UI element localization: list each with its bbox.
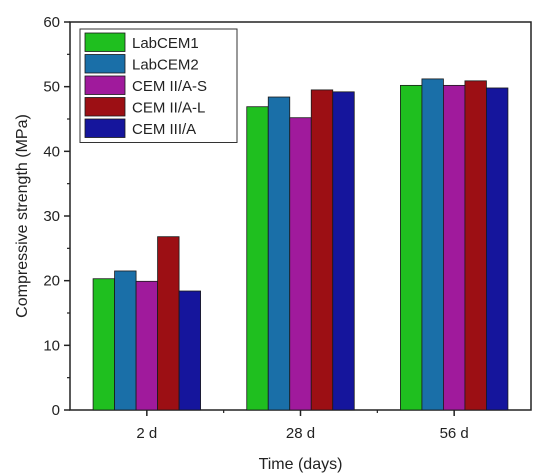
x-tick-label: 28 d xyxy=(286,425,315,442)
legend-label: CEM II/A-S xyxy=(132,78,207,95)
x-tick-label: 56 d xyxy=(440,425,469,442)
y-tick-label: 50 xyxy=(43,79,60,96)
y-axis-title: Compressive strength (MPa) xyxy=(14,114,31,318)
bars-group xyxy=(92,78,509,411)
legend: LabCEM1 LabCEM2 CEM II/A-S CEM II/A-L CEM II… xyxy=(79,28,238,143)
y-tick-label: 40 xyxy=(43,143,60,160)
bar-labcem2-0 xyxy=(114,270,137,411)
y-tick-label: 20 xyxy=(43,273,60,290)
legend-label: CEM II/A-L xyxy=(132,100,205,117)
bar-labcem1-1 xyxy=(246,106,269,411)
bar-cem-ii-a-s-0 xyxy=(135,280,158,411)
x-axis-title: Time (days) xyxy=(259,456,343,473)
bar-cem-ii-a-s-1 xyxy=(289,117,312,411)
y-tick-label: 0 xyxy=(52,402,60,419)
bar-cem-iii-a-2 xyxy=(486,87,509,411)
y-tick-label: 10 xyxy=(43,337,60,354)
axes-group: 0 10 20 30 40 50 60 2 d 28 d 56 d xyxy=(43,14,468,442)
bar-cem-iii-a-1 xyxy=(332,91,355,411)
bar-labcem2-2 xyxy=(421,78,444,411)
legend-swatch xyxy=(84,75,126,95)
legend-label: LabCEM2 xyxy=(132,57,199,74)
legend-label: CEM III/A xyxy=(132,121,196,138)
legend-swatch xyxy=(84,97,126,117)
legend-swatch xyxy=(84,32,126,52)
bar-cem-ii-a-l-2 xyxy=(464,80,487,411)
legend-label: LabCEM1 xyxy=(132,35,199,52)
bar-cem-ii-a-l-1 xyxy=(310,89,334,411)
bar-cem-ii-a-l-0 xyxy=(157,236,180,411)
bar-cem-iii-a-0 xyxy=(178,290,201,411)
x-tick-label: 2 d xyxy=(136,425,157,442)
y-tick-label: 30 xyxy=(43,208,60,225)
legend-swatch xyxy=(84,118,126,138)
bar-labcem1-2 xyxy=(400,84,423,411)
y-tick-label: 60 xyxy=(43,14,60,31)
bar-cem-ii-a-s-2 xyxy=(443,84,466,411)
legend-swatch xyxy=(84,54,126,74)
bar-labcem2-1 xyxy=(267,96,291,411)
bar-labcem1-0 xyxy=(92,278,115,411)
